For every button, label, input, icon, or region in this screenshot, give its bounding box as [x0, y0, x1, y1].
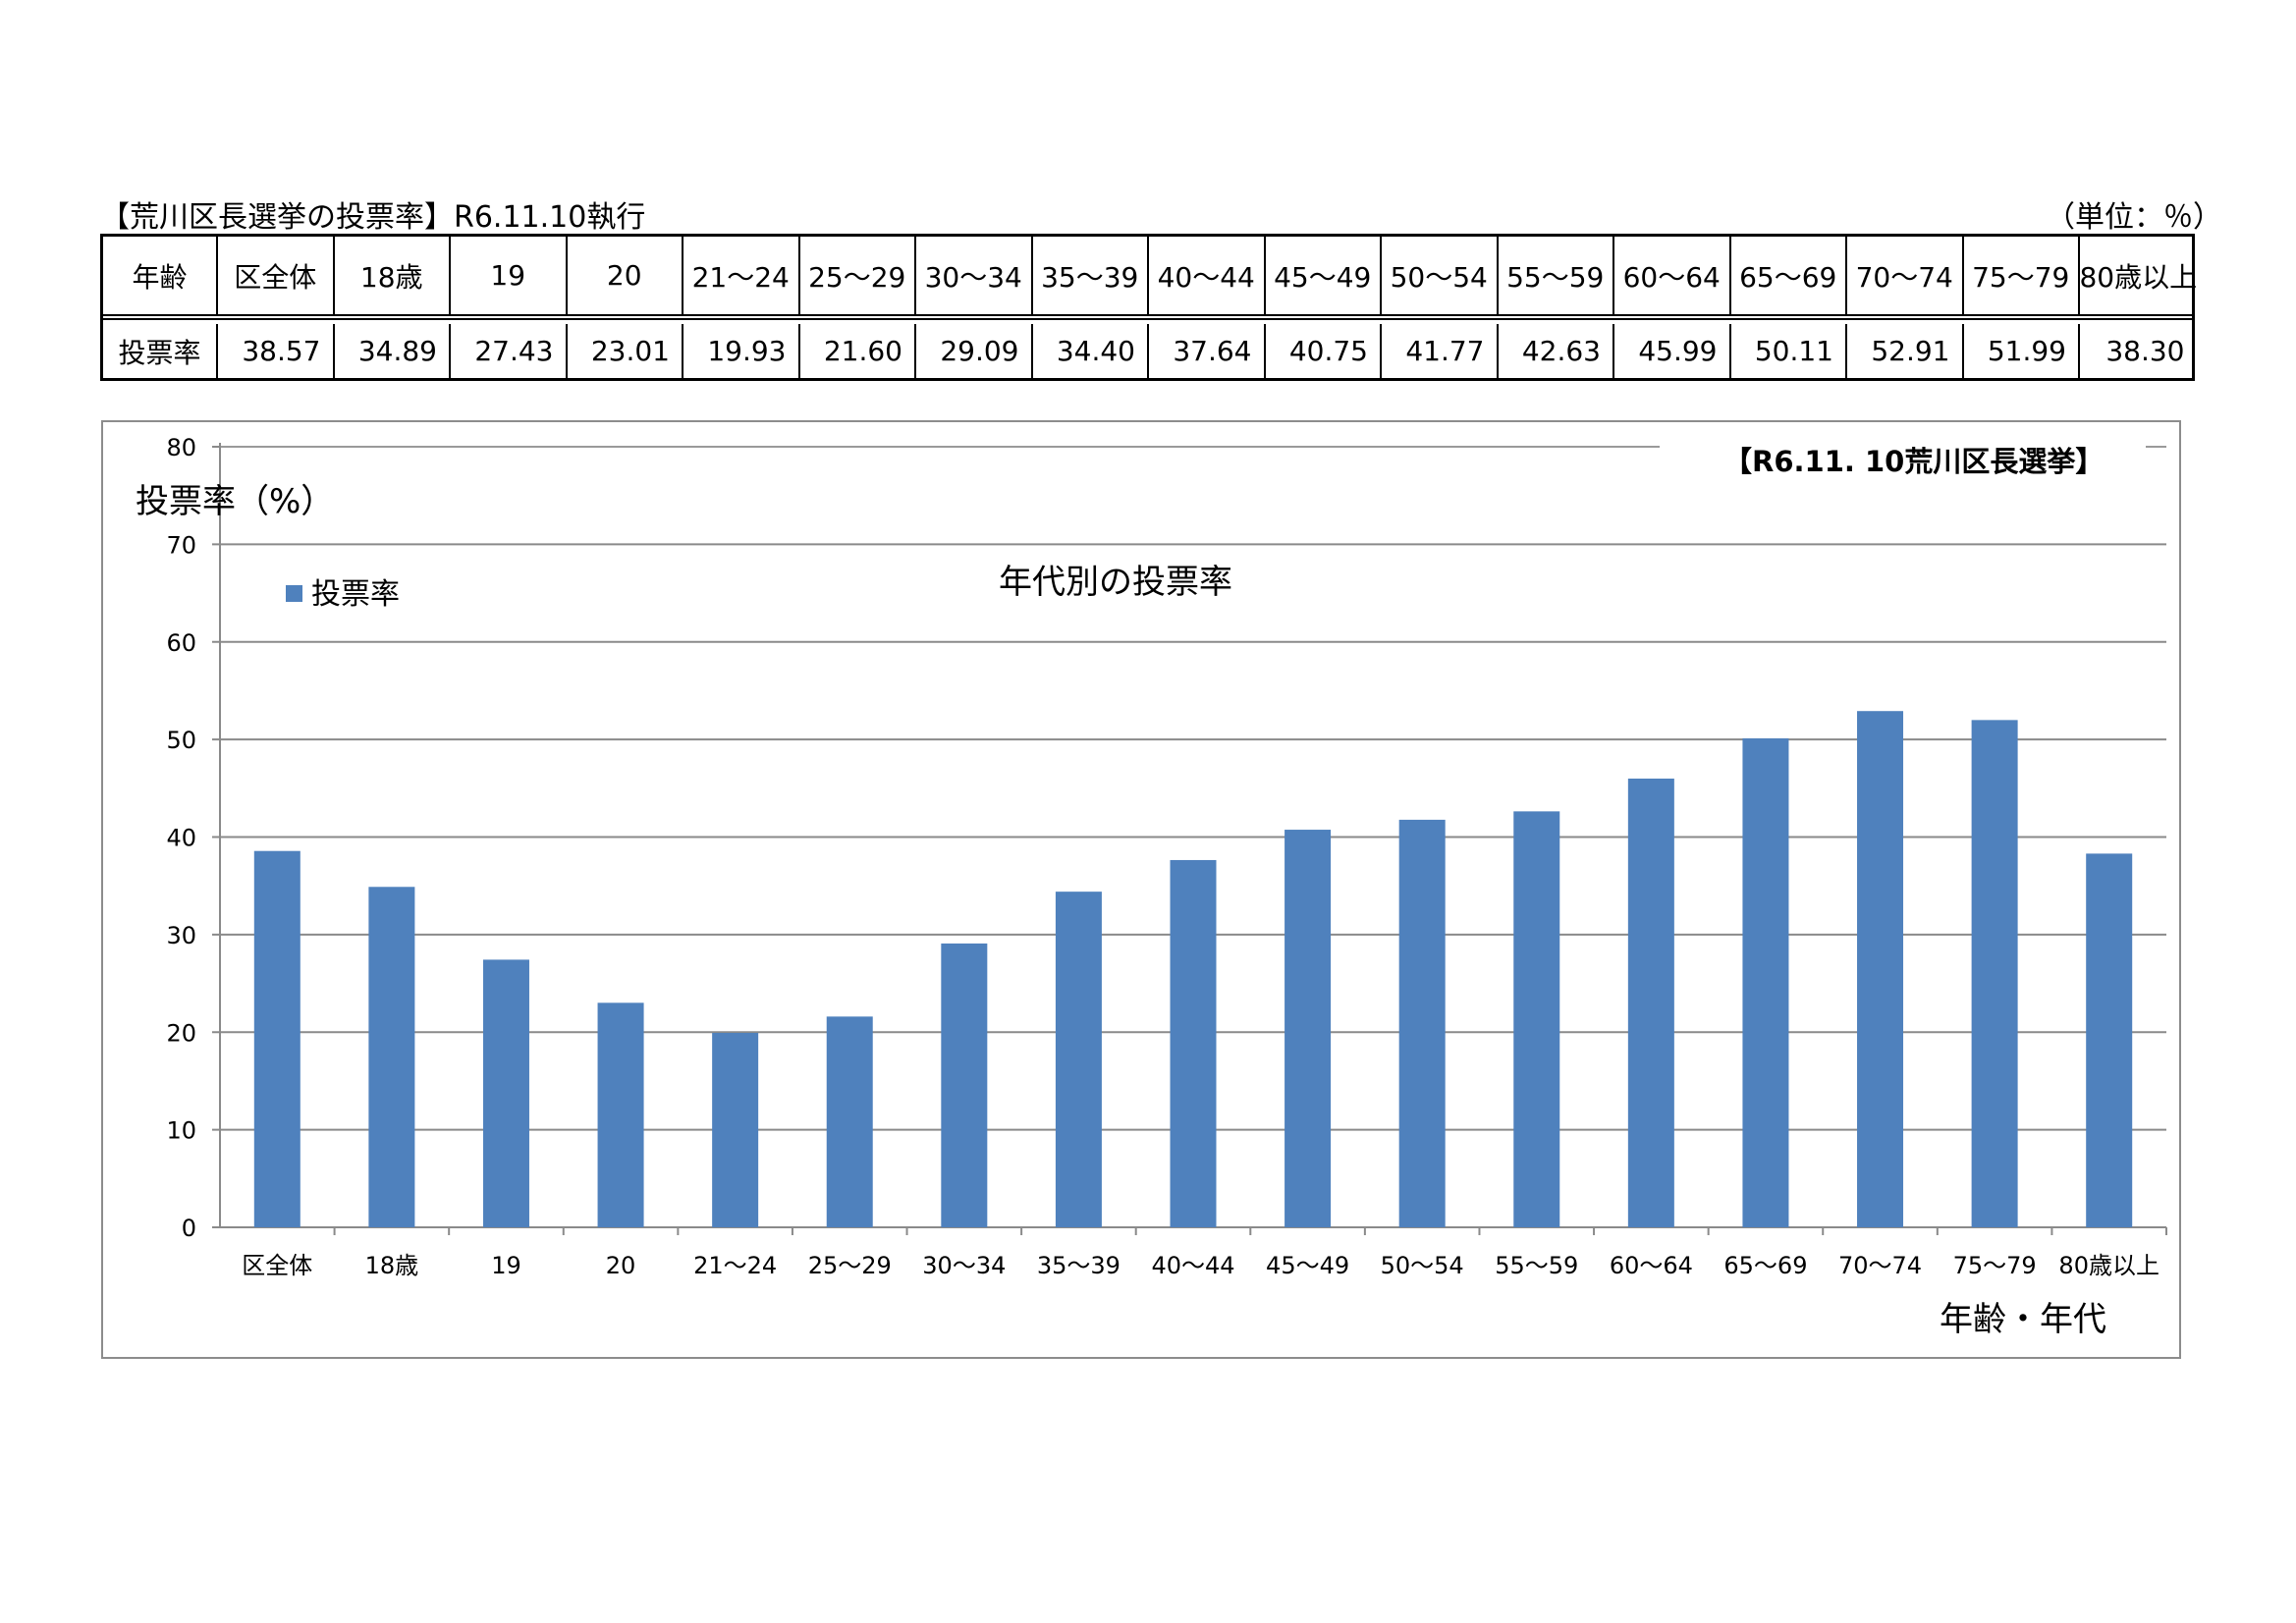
- y-tick-label: 50: [166, 727, 196, 754]
- x-tick-label: 75～79: [1953, 1252, 2037, 1279]
- chart-title: 年代別の投票率: [999, 563, 1232, 602]
- bar: [1170, 859, 1217, 1227]
- bar: [712, 1032, 759, 1227]
- table-row-label: 投票率: [103, 324, 218, 378]
- bar: [253, 850, 301, 1227]
- x-axis-label: 年齢・年代: [1940, 1300, 2106, 1339]
- y-tick-label: 0: [182, 1215, 196, 1242]
- x-tick-label: 21～24: [693, 1252, 777, 1279]
- x-tick-label: 18歳: [365, 1252, 419, 1279]
- table-cell: 45.99: [1614, 324, 1731, 378]
- legend-label: 投票率: [311, 577, 400, 612]
- x-tick-label: 45～49: [1266, 1252, 1349, 1279]
- y-tick-label: 10: [166, 1117, 196, 1145]
- table-cell: 23.01: [568, 324, 683, 378]
- bar: [1742, 738, 1789, 1227]
- bar: [368, 887, 415, 1227]
- table-cell: 29.09: [916, 324, 1033, 378]
- x-tick-label: 70～74: [1838, 1252, 1922, 1279]
- table-column-header: 55～59: [1499, 237, 1614, 314]
- table-column-header: 25～29: [800, 237, 916, 314]
- table-column-header: 80歳以上: [2080, 260, 2197, 294]
- bar: [1627, 778, 1674, 1227]
- table-value-row: 投票率 38.57 34.89 27.43 23.01 19.93 21.60 29.09 34…: [103, 324, 2192, 378]
- table-cell: 37.64: [1149, 324, 1266, 378]
- table-cell: 34.89: [335, 324, 451, 378]
- chart-subtitle: 【R6.11. 10荒川区長選挙】: [1723, 445, 2104, 478]
- table-column-header: 45～49: [1266, 237, 1382, 314]
- table-cell: 21.60: [800, 324, 916, 378]
- x-tick-label: 20: [606, 1252, 636, 1279]
- bar: [1857, 711, 1904, 1227]
- turnout-table: 年齢 区全体 18歳 19 20 21～24 25～29 30～34 35～39 40～44 45～…: [100, 234, 2197, 381]
- bar: [1513, 811, 1560, 1227]
- table-column-header: 19: [451, 237, 568, 314]
- x-tick-label: 55～59: [1495, 1252, 1578, 1279]
- chart-frame: [101, 420, 2181, 1359]
- table-column-header: 60～64: [1614, 237, 1731, 314]
- table-header-row: 年齢 区全体 18歳 19 20 21～24 25～29 30～34 35～39 40～44 45～…: [103, 237, 2197, 320]
- x-tick-label: 65～69: [1723, 1252, 1807, 1279]
- table-cell: 50.11: [1731, 324, 1847, 378]
- table-cell: 51.99: [1964, 324, 2080, 378]
- table-column-header: 35～39: [1033, 237, 1149, 314]
- x-tick-label: 80歳以上: [2058, 1252, 2159, 1279]
- bar: [826, 1016, 873, 1227]
- table-cell: 38.30: [2105, 335, 2185, 367]
- x-tick-label: 50～54: [1381, 1252, 1464, 1279]
- y-tick-label: 40: [166, 825, 196, 852]
- table-column-header: 75～79: [1964, 237, 2080, 314]
- bar: [941, 943, 988, 1227]
- unit-label: （単位：％）: [2046, 200, 2222, 235]
- bar: [597, 1002, 644, 1227]
- bar: [1285, 830, 1332, 1227]
- y-tick-label: 60: [166, 629, 196, 657]
- legend-swatch: [286, 585, 302, 602]
- bar: [1398, 819, 1446, 1227]
- table-cell: 42.63: [1499, 324, 1614, 378]
- table-cell: 34.40: [1033, 324, 1149, 378]
- table-head-label: 年齢: [103, 237, 218, 314]
- y-axis-label: 投票率（%）: [136, 482, 334, 521]
- x-tick-label: 35～39: [1037, 1252, 1121, 1279]
- y-tick-label: 30: [166, 922, 196, 949]
- y-tick-label: 70: [166, 531, 196, 559]
- x-tick-label: 60～64: [1610, 1252, 1693, 1279]
- x-tick-label: 25～29: [808, 1252, 892, 1279]
- bar: [2086, 853, 2133, 1227]
- table-cell: 52.91: [1847, 324, 1964, 378]
- table-column-header: 区全体: [218, 237, 335, 314]
- table-cell: 38.57: [218, 324, 335, 378]
- x-tick-label: 40～44: [1151, 1252, 1234, 1279]
- y-tick-label: 20: [166, 1019, 196, 1047]
- bar: [482, 959, 529, 1227]
- bar: [1971, 720, 2018, 1227]
- table-cell: 27.43: [451, 324, 568, 378]
- table-column-header: 21～24: [683, 237, 800, 314]
- x-tick-label: 19: [491, 1252, 521, 1279]
- x-tick-label: 30～34: [922, 1252, 1006, 1279]
- y-tick-label: 80: [166, 434, 196, 461]
- table-column-header: 65～69: [1731, 237, 1847, 314]
- table-column-header: 50～54: [1382, 237, 1499, 314]
- table-cell: 19.93: [683, 324, 800, 378]
- table-cell: 40.75: [1266, 324, 1382, 378]
- table-title: 【荒川区長選挙の投票率】R6.11.10執行: [100, 200, 646, 235]
- table-column-header: 70～74: [1847, 237, 1964, 314]
- bar: [1055, 892, 1102, 1227]
- table-column-header: 20: [568, 237, 683, 314]
- x-tick-label: 区全体: [242, 1252, 312, 1279]
- table-cell: 41.77: [1382, 324, 1499, 378]
- table-column-header: 30～34: [916, 237, 1033, 314]
- table-column-header: 18歳: [335, 237, 451, 314]
- table-column-header: 40～44: [1149, 237, 1266, 314]
